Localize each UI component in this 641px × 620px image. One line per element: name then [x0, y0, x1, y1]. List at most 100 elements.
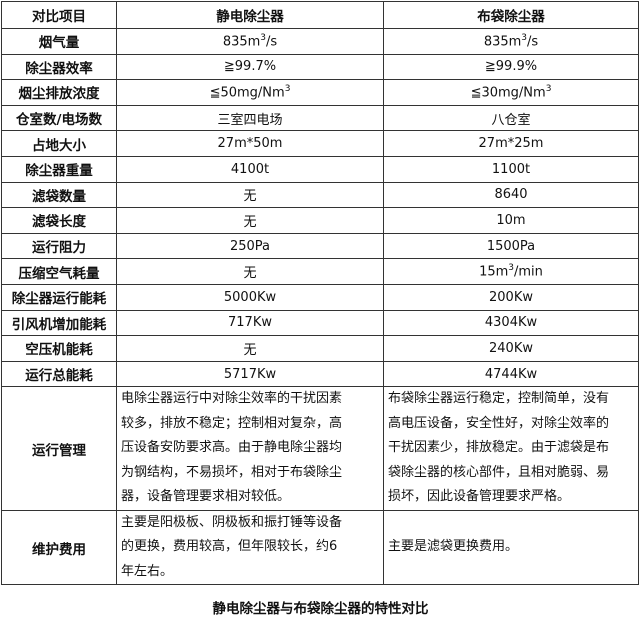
text-line: 年左右。: [121, 563, 174, 579]
text-line: 干扰因素少，排放稳定。由于滤袋是布: [388, 440, 610, 456]
esp-value-a: 5000Kw: [223, 289, 277, 305]
row-label: 除尘器效率: [1, 53, 117, 81]
row-label: 运行管理: [1, 386, 117, 511]
esp-value-a: 5717Kw: [223, 366, 277, 382]
esp-value: 无: [116, 207, 384, 234]
row-label: 仓室数/电场数: [1, 104, 117, 132]
esp-value-a: 717Kw: [228, 315, 272, 331]
management-row: 运行管理 电除尘器运行中对除尘效率的干扰因素 较多，排放不稳定；控制相对复杂，高 压设…: [1, 386, 639, 511]
table-row: 滤袋数量 无 8640: [1, 181, 639, 209]
maintenance-row: 维护费用 主要是阳极板、阴极板和振打锤等设备 的更换，费用较高，但年限较长，约6 年左…: [1, 509, 639, 586]
table-caption: 静电除尘器与布袋除尘器的特性对比: [212, 601, 429, 617]
baghouse-value-b: 10m: [496, 212, 526, 228]
header-baghouse: 布袋除尘器: [383, 1, 639, 29]
row-label: 维护费用: [1, 509, 117, 586]
header-row: 对比项目 静电除尘器 布袋除尘器: [1, 1, 639, 29]
esp-value-a-sup: 3: [260, 33, 267, 44]
baghouse-value-b: 27m*25m: [478, 136, 544, 152]
esp-value: 250Pa: [116, 232, 384, 260]
baghouse-value-b: 4744Kw: [484, 366, 538, 382]
baghouse-value: 4304Kw: [383, 309, 639, 337]
esp-value-a: 4100t: [230, 161, 270, 177]
table-row: 除尘器效率 ≧99.7% ≧99.9%: [1, 53, 639, 81]
esp-value: 717Kw: [116, 309, 384, 337]
baghouse-value: 200Kw: [383, 283, 639, 311]
table-row: 占地大小 27m*50m 27m*25m: [1, 130, 639, 157]
header-item: 对比项目: [1, 1, 117, 29]
row-label: 占地大小: [1, 130, 117, 157]
comparison-table: 对比项目 静电除尘器 布袋除尘器 烟气量 835m3/s 835m3/s 除尘器效率 ≧…: [1, 1, 639, 586]
row-label-item: 除尘器运行能耗: [11, 291, 107, 308]
row-label-item: 引风机增加能耗: [11, 316, 107, 333]
table-row: 除尘器重量 4100t 1100t: [1, 155, 639, 183]
baghouse-value-b: 八仓室: [491, 112, 531, 128]
esp-value: 无: [116, 258, 384, 285]
esp-value-a: 无: [243, 189, 257, 205]
esp-value: 无: [116, 335, 384, 362]
esp-value: ≦50mg/Nm3: [116, 79, 384, 106]
row-label-item: 滤袋长度: [32, 214, 86, 231]
baghouse-value: 1100t: [383, 155, 639, 183]
esp-description: 电除尘器运行中对除尘效率的干扰因素 较多，排放不稳定；控制相对复杂，高 压设备安防要…: [116, 386, 384, 511]
esp-value-a-sup: 3: [284, 84, 291, 95]
esp-value: 5000Kw: [116, 283, 384, 311]
baghouse-value-b-sup: 3: [508, 263, 515, 274]
esp-value-a-tail: /s: [266, 34, 278, 50]
row-label-item: 烟气量: [38, 35, 80, 52]
esp-value-a: 无: [243, 266, 257, 282]
text-line: 布袋除尘器运行稳定，控制简单，没有: [388, 391, 610, 407]
row-label: 除尘器运行能耗: [1, 283, 117, 311]
baghouse-value: ≦30mg/Nm3: [383, 79, 639, 106]
text-line: 袋除尘器的核心部件，且相对脆弱、易: [388, 464, 610, 480]
baghouse-value-b: 1100t: [491, 161, 531, 177]
baghouse-value-b: ≦30mg/Nm: [470, 85, 546, 101]
row-label-item: 运行总能耗: [25, 368, 93, 385]
row-label-item: 除尘器重量: [25, 163, 93, 180]
baghouse-value-b: 1500Pa: [486, 238, 536, 254]
table-row: 引风机增加能耗 717Kw 4304Kw: [1, 309, 639, 337]
baghouse-value: 8640: [383, 181, 639, 209]
esp-value-a: 无: [243, 214, 257, 230]
header-esp: 静电除尘器: [116, 1, 384, 29]
row-label: 烟尘排放浓度: [1, 79, 117, 106]
esp-description: 主要是阳极板、阴极板和振打锤等设备 的更换，费用较高，但年限较长，约6 年左右。: [116, 509, 384, 586]
esp-value-a: 27m*50m: [217, 136, 283, 152]
text-line: 损坏，因此设备管理要求严格。: [388, 489, 571, 505]
table-row: 运行总能耗 5717Kw 4744Kw: [1, 360, 639, 388]
text-line: 的更换，费用较高，但年限较长，约6: [121, 539, 338, 555]
esp-value: 27m*50m: [116, 130, 384, 157]
esp-value-a: 三室四电场: [217, 112, 283, 128]
text-line: 电除尘器运行中对除尘效率的干扰因素: [121, 391, 343, 407]
baghouse-value-b: ≧99.9%: [484, 59, 538, 75]
baghouse-value-b-sup: 3: [545, 84, 552, 95]
baghouse-value: 835m3/s: [383, 28, 639, 55]
table-row: 仓室数/电场数 三室四电场 八仓室: [1, 104, 639, 132]
baghouse-value-b: 15m: [479, 264, 509, 280]
baghouse-value-b-tail: /min: [514, 264, 543, 280]
esp-value: 5717Kw: [116, 360, 384, 388]
row-label: 滤袋数量: [1, 181, 117, 209]
row-label-item: 运行阻力: [32, 240, 86, 257]
esp-value: ≧99.7%: [116, 53, 384, 81]
esp-value-a: 无: [243, 342, 257, 358]
esp-value-a: 250Pa: [229, 238, 271, 254]
text-line: 为钢结构，不易损坏，相对于布袋除尘: [121, 464, 343, 480]
row-label: 滤袋长度: [1, 207, 117, 234]
baghouse-value: 八仓室: [383, 104, 639, 132]
table-row: 烟尘排放浓度 ≦50mg/Nm3 ≦30mg/Nm3: [1, 79, 639, 106]
baghouse-value: 1500Pa: [383, 232, 639, 260]
esp-value: 835m3/s: [116, 28, 384, 55]
table-row: 运行阻力 250Pa 1500Pa: [1, 232, 639, 260]
row-label-item: 空压机能耗: [25, 342, 93, 359]
baghouse-value-b: 240Kw: [489, 340, 533, 356]
row-label: 运行阻力: [1, 232, 117, 260]
esp-value: 4100t: [116, 155, 384, 183]
esp-value: 三室四电场: [116, 104, 384, 132]
table-row: 除尘器运行能耗 5000Kw 200Kw: [1, 283, 639, 311]
text-line: 高电压设备，安全性好，对除尘效率的: [388, 415, 610, 431]
baghouse-value: 240Kw: [383, 335, 639, 362]
table-row: 滤袋长度 无 10m: [1, 207, 639, 234]
table-row: 烟气量 835m3/s 835m3/s: [1, 28, 639, 55]
esp-value: 无: [116, 181, 384, 209]
baghouse-value-b-sup: 3: [521, 33, 528, 44]
